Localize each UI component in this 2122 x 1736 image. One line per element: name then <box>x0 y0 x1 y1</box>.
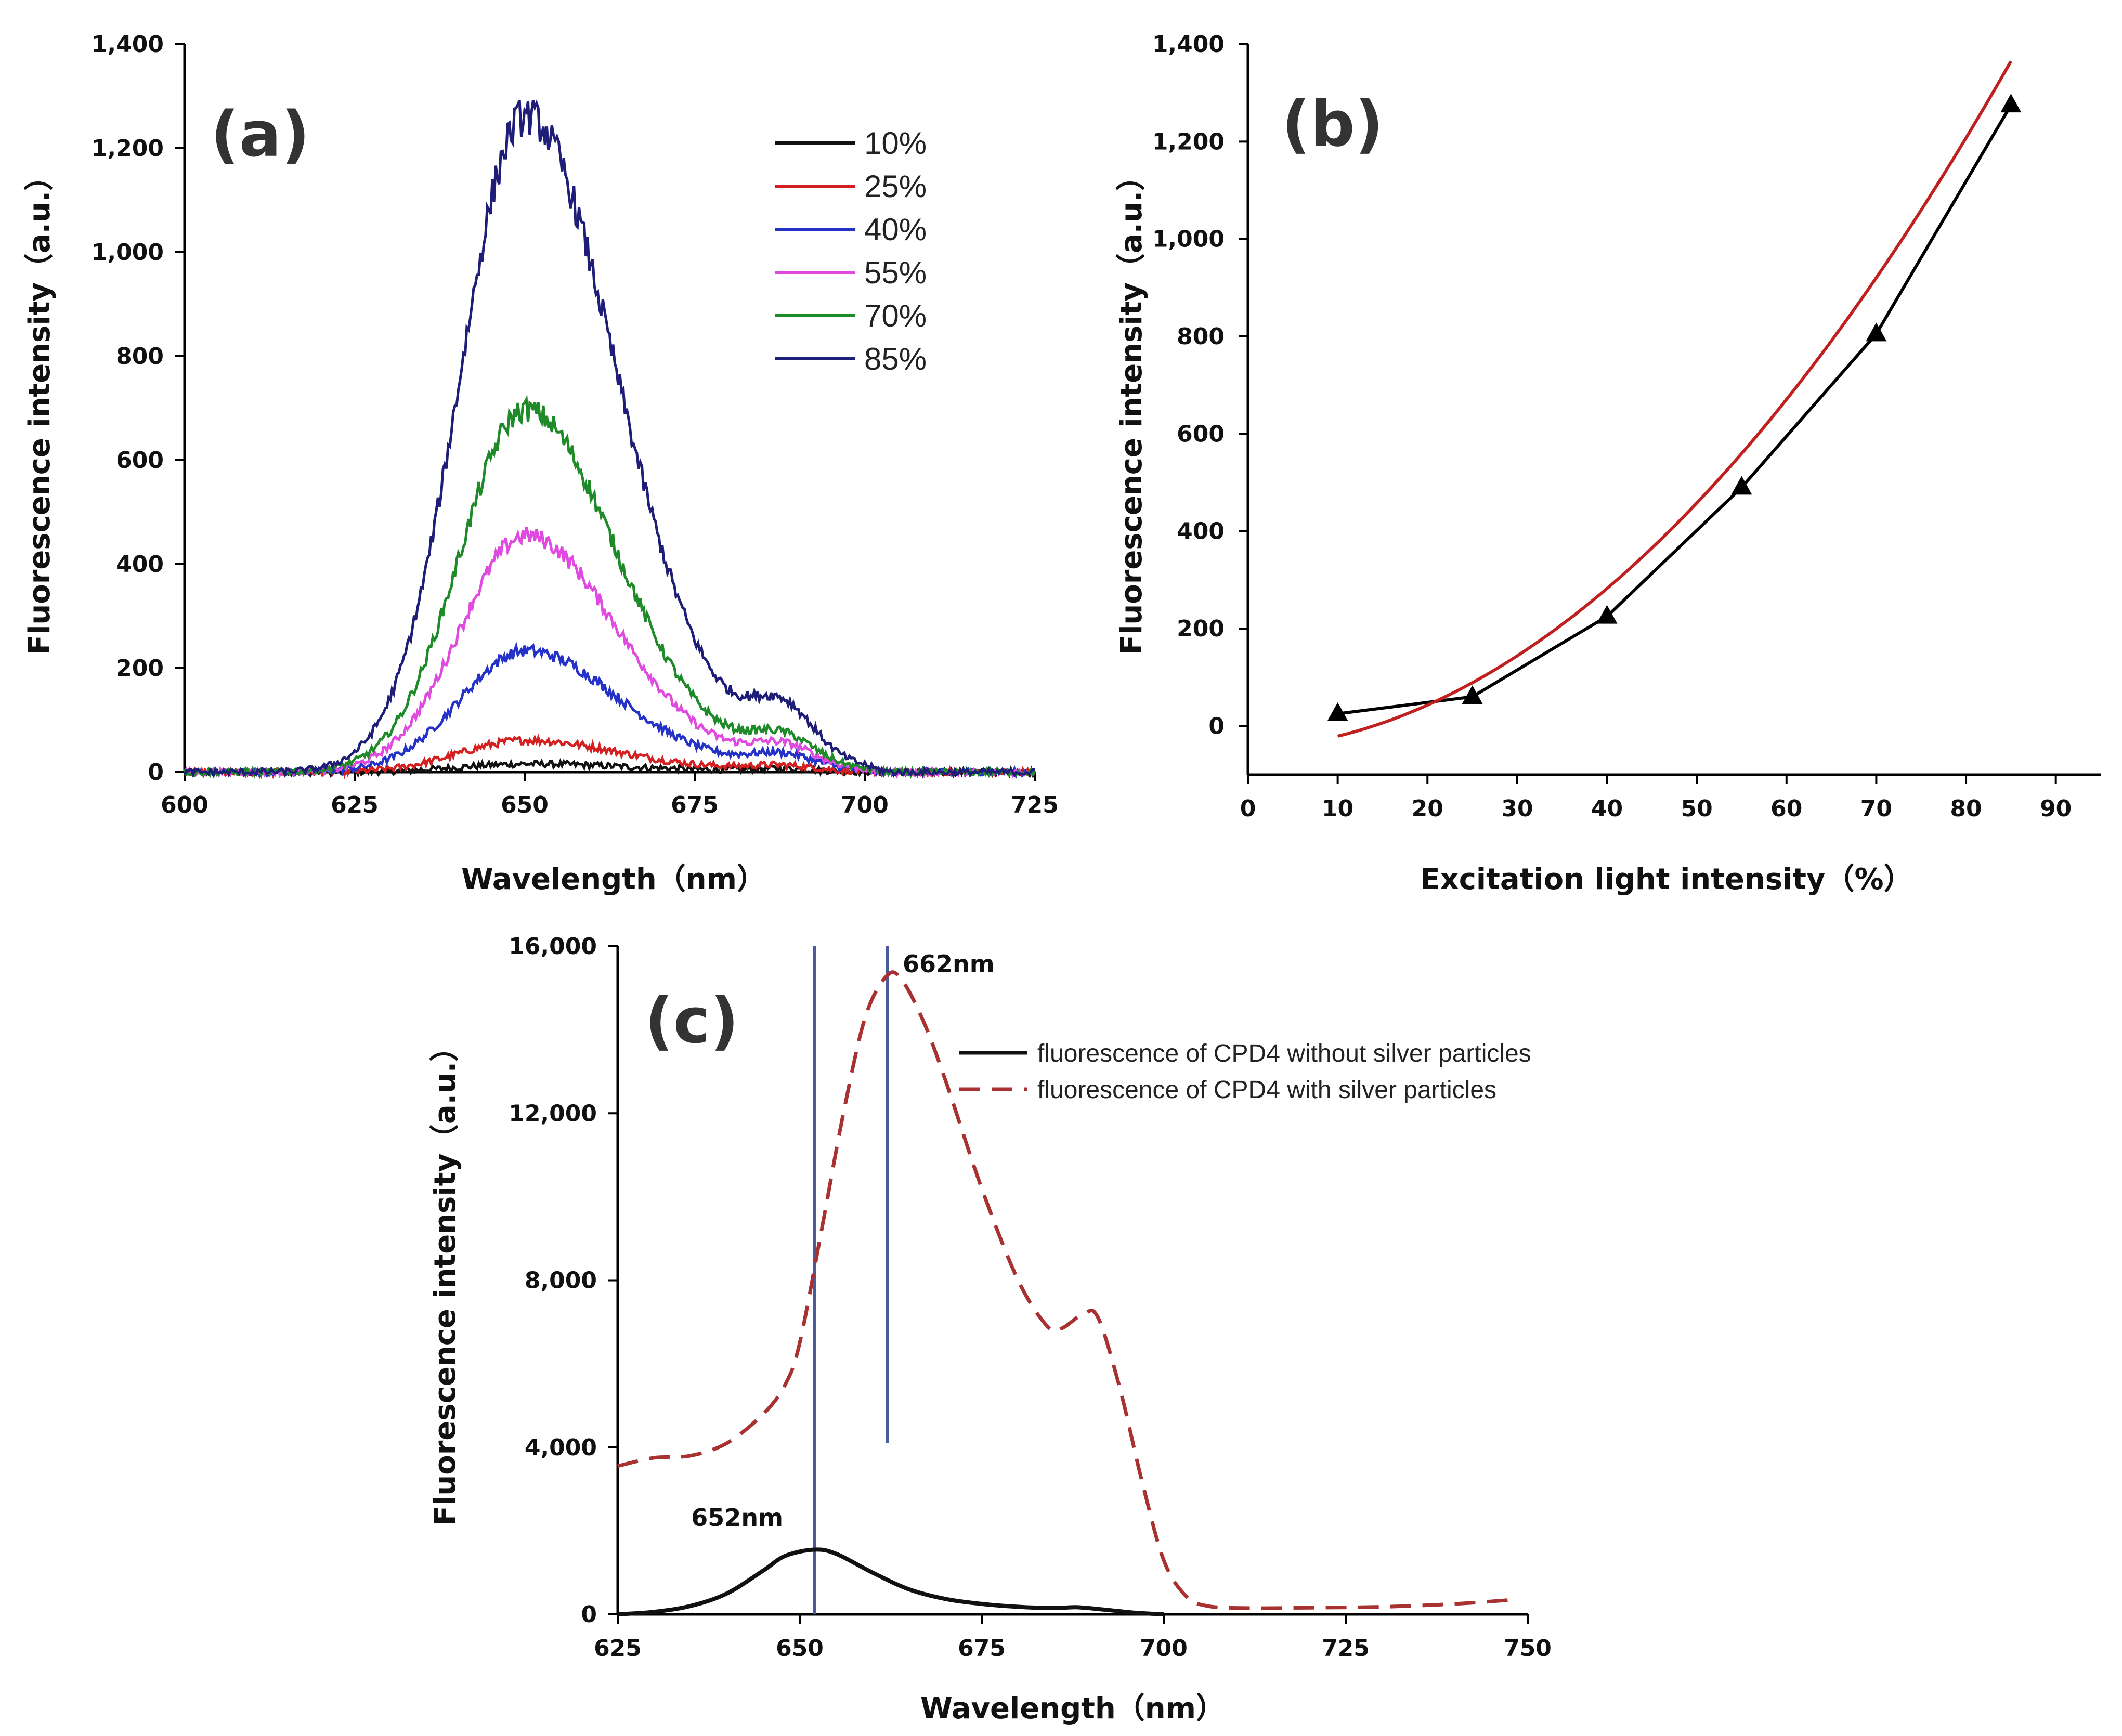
panel-c-ticks: 625 650 675 700 725 750 0 4,000 8,000 12,000 16,00… <box>509 933 1552 1662</box>
legend-label: fluorescence of CPD4 with silver particl… <box>1037 1076 1496 1104</box>
x-tick-label: 750 <box>1504 1635 1552 1662</box>
x-tick-label: 0 <box>1240 795 1256 822</box>
data-point-triangle <box>1596 605 1618 624</box>
x-tick-label: 700 <box>841 792 889 818</box>
data-point-triangle <box>1866 322 1887 342</box>
y-tick-label: 1,200 <box>1152 128 1225 155</box>
series-line <box>184 642 1036 780</box>
panel-c-legend: fluorescence of CPD4 without silver part… <box>959 1040 1531 1104</box>
legend-label: 55% <box>864 255 927 290</box>
panel-b-y-title: Fluorescence intensity（a.u.） <box>1115 162 1149 655</box>
x-tick-label: 90 <box>2040 795 2072 822</box>
y-tick-label: 400 <box>1177 518 1225 545</box>
series-line <box>183 527 1036 779</box>
legend-label: 25% <box>864 169 927 204</box>
panel-b-label: (b) <box>1282 88 1384 161</box>
panel-c-label: (c) <box>645 985 739 1058</box>
series-without-silver <box>617 1547 1164 1616</box>
series-line <box>183 99 1035 779</box>
panel-b-x-title: Excitation light intensity（%） <box>1420 863 1912 896</box>
panel-a-y-title: Fluorescence intensity（a.u.） <box>23 162 57 655</box>
x-tick-label: 20 <box>1412 795 1443 822</box>
panel-a-x-title: Wavelength（nm） <box>461 863 766 896</box>
y-tick-label: 1,400 <box>1152 31 1225 58</box>
panel-a-label: (a) <box>211 99 310 171</box>
series-with-silver <box>617 970 1514 1610</box>
x-tick-label: 50 <box>1681 795 1713 822</box>
panel-b-ticks: 0 10 20 30 40 50 60 70 80 90 0 200 400 600 800 1,000 1,2… <box>1152 31 2072 822</box>
y-tick-label: 1,200 <box>92 135 164 162</box>
panel-c-series <box>617 970 1514 1616</box>
y-tick-label: 16,000 <box>509 933 597 960</box>
y-tick-label: 1,400 <box>92 31 164 58</box>
x-tick-label: 725 <box>1322 1635 1370 1662</box>
x-tick-label: 40 <box>1591 795 1623 822</box>
x-tick-label: 625 <box>594 1635 642 1662</box>
x-tick-label: 10 <box>1322 795 1353 822</box>
panel-c: 625 650 675 700 725 750 0 4,000 8,000 12,000 16,00… <box>428 933 1552 1726</box>
legend-label: fluorescence of CPD4 without silver part… <box>1037 1040 1531 1067</box>
x-tick-label: 30 <box>1501 795 1533 822</box>
x-tick-label: 60 <box>1770 795 1802 822</box>
panel-c-x-title: Wavelength（nm） <box>920 1692 1225 1726</box>
legend-label: 10% <box>864 126 927 161</box>
x-tick-label: 650 <box>501 792 549 818</box>
y-tick-label: 8,000 <box>525 1268 597 1294</box>
fit-curve <box>1337 60 2012 738</box>
panel-c-vlines <box>813 946 889 1614</box>
y-tick-label: 12,000 <box>509 1100 597 1127</box>
legend-label: 85% <box>864 342 927 376</box>
y-tick-label: 800 <box>116 343 164 370</box>
y-tick-label: 600 <box>1177 421 1225 447</box>
x-tick-label: 650 <box>776 1635 824 1662</box>
y-tick-label: 0 <box>581 1601 597 1628</box>
panel-c-annotations: 652nm 662nm <box>691 950 994 1532</box>
panel-b-series <box>1327 60 2022 738</box>
y-tick-label: 4,000 <box>525 1434 597 1461</box>
panel-b: 0 10 20 30 40 50 60 70 80 90 0 200 400 600 800 1,000 1,2… <box>1115 31 2101 896</box>
x-tick-label: 625 <box>331 792 379 818</box>
y-tick-label: 200 <box>1177 616 1225 642</box>
y-tick-label: 1,000 <box>92 239 164 266</box>
data-point-triangle <box>1327 702 1348 721</box>
y-tick-label: 0 <box>148 759 164 786</box>
y-tick-label: 400 <box>116 551 164 578</box>
legend-label: 40% <box>864 212 927 247</box>
annotation-652nm: 652nm <box>691 1504 783 1532</box>
y-tick-label: 800 <box>1177 323 1225 350</box>
y-tick-label: 200 <box>116 655 164 682</box>
x-tick-label: 700 <box>1140 1635 1188 1662</box>
x-tick-label: 675 <box>671 792 719 818</box>
panel-a-legend: 10% 25% 40% 55% 70% 85% <box>775 126 927 376</box>
x-tick-label: 675 <box>958 1635 1006 1662</box>
data-point-triangle <box>2000 94 2022 113</box>
data-line <box>1337 104 2012 715</box>
x-tick-label: 600 <box>161 792 209 818</box>
data-point-triangle <box>1731 476 1752 495</box>
x-tick-label: 725 <box>1011 792 1059 818</box>
panel-a: 600 625 650 675 700 725 0 200 400 600 800 1,000 1,20… <box>23 31 1059 896</box>
x-tick-label: 80 <box>1950 795 1982 822</box>
y-tick-label: 600 <box>116 447 164 474</box>
data-point-triangle <box>1462 685 1483 704</box>
panel-a-ticks: 600 625 650 675 700 725 0 200 400 600 800 1,000 1,20… <box>92 31 1059 818</box>
y-tick-label: 0 <box>1208 713 1225 739</box>
panel-c-y-title: Fluorescence intensity（a.u.） <box>428 1033 462 1525</box>
legend-label: 70% <box>864 298 927 333</box>
panel-a-series <box>183 99 1036 780</box>
series-line <box>183 395 1036 779</box>
x-tick-label: 70 <box>1860 795 1892 822</box>
y-tick-label: 1,000 <box>1152 226 1225 253</box>
annotation-662nm: 662nm <box>903 950 995 978</box>
